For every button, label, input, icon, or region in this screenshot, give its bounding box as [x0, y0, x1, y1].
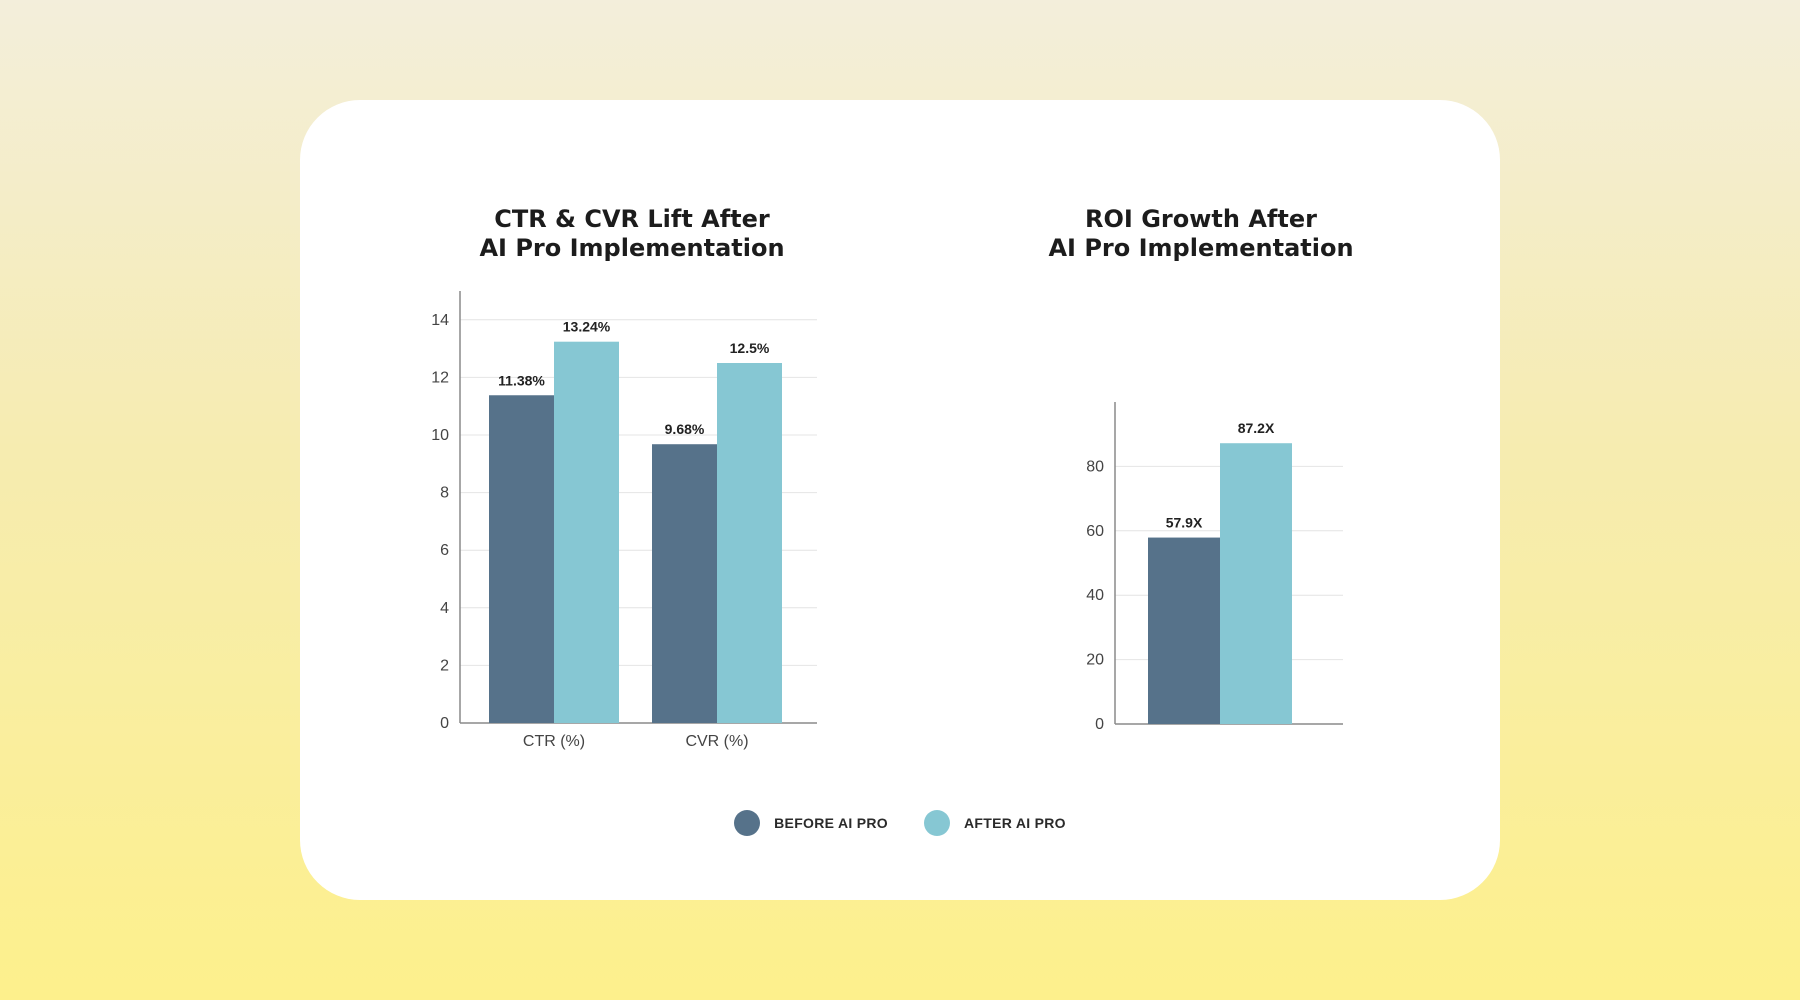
chart2-y-tick-label: 40	[1086, 587, 1104, 604]
chart2-bar-before	[1148, 537, 1220, 724]
chart2-title-line2: AI Pro Implementation	[1048, 234, 1353, 262]
chart2-y-tick-label: 60	[1086, 523, 1104, 540]
chart1-y-tick-label: 8	[440, 485, 449, 502]
legend: BEFORE AI PRO AFTER AI PRO	[0, 810, 1800, 836]
chart1-title-line1: CTR & CVR Lift After	[494, 205, 770, 233]
chart2-y-tick-label: 0	[1095, 716, 1104, 733]
chart2-data-label: 57.9X	[1166, 515, 1203, 531]
legend-label-after: AFTER AI PRO	[963, 815, 1066, 831]
chart1-y-tick-label: 2	[440, 657, 449, 674]
chart2-y-tick-label: 80	[1086, 458, 1104, 475]
chart1-data-label: 12.5%	[730, 340, 770, 356]
chart1-plot: 0 2 4 6 8 10 12 14 11.38% 13.24% CTR (%) 9.68% 12.5%…	[431, 291, 817, 750]
legend-swatch-after	[923, 810, 950, 836]
chart1-y-tick-label: 12	[431, 369, 449, 386]
chart2-plot: 0 20 40 60 80 57.9X 87.2X	[1086, 402, 1343, 733]
legend-label-before: BEFORE AI PRO	[774, 815, 888, 831]
chart1-y-tick-label: 14	[431, 312, 449, 329]
chart1-bar-before	[652, 444, 717, 723]
chart1-data-label: 13.24%	[563, 319, 611, 335]
chart1-data-label: 9.68%	[665, 421, 705, 437]
chart2-data-label: 87.2X	[1238, 420, 1275, 436]
chart1-x-tick-label: CTR (%)	[523, 733, 585, 750]
chart1-data-label: 11.38%	[498, 372, 545, 388]
chart2-title-line1: ROI Growth After	[1085, 205, 1317, 233]
chart1-bar-before	[489, 395, 554, 723]
chart2-y-tick-label: 20	[1086, 652, 1104, 669]
chart1-y-tick-label: 0	[440, 715, 449, 732]
legend-item-before: BEFORE AI PRO	[734, 810, 888, 836]
chart1-y-tick-label: 10	[431, 427, 449, 444]
chart1-bar-after	[717, 363, 782, 723]
chart1-y-tick-label: 4	[440, 600, 449, 617]
chart1-bar-after	[554, 341, 619, 723]
chart1-x-tick-label: CVR (%)	[685, 733, 748, 750]
legend-item-after: AFTER AI PRO	[923, 810, 1066, 836]
legend-swatch-before	[734, 810, 761, 836]
chart1-y-tick-label: 6	[440, 542, 449, 559]
chart2-bar-after	[1220, 443, 1292, 724]
chart1-title-line2: AI Pro Implementation	[479, 234, 784, 262]
